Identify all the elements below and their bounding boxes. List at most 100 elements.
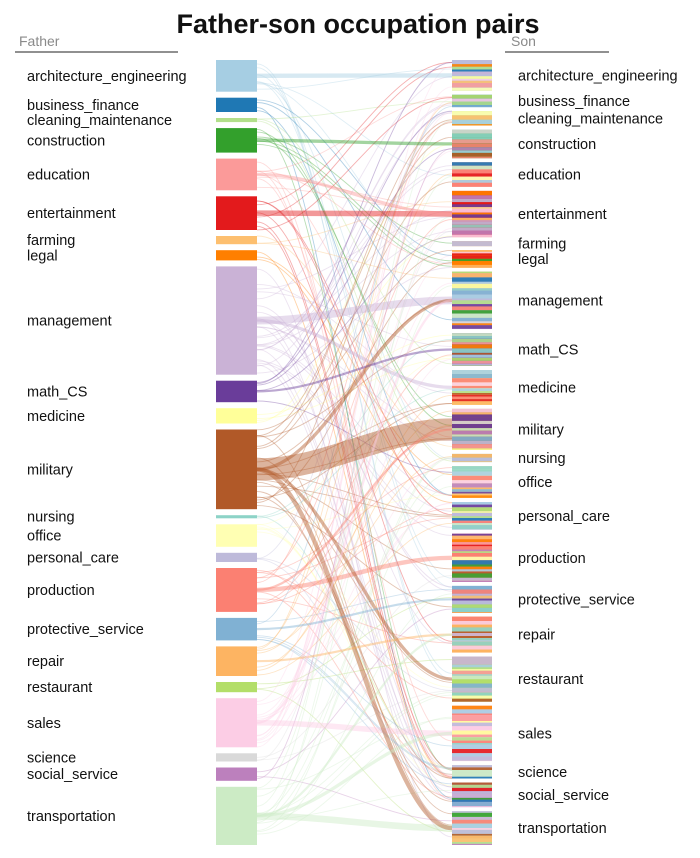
son-node-stripe	[452, 250, 492, 252]
flow-link	[256, 147, 453, 780]
son-node-stripe	[452, 502, 492, 505]
flow-link	[256, 122, 453, 503]
son-node-stripe	[452, 199, 492, 203]
son-node-stripe	[452, 483, 492, 488]
son-node-stripe	[452, 214, 492, 218]
son-node-stripe	[452, 737, 492, 741]
son-node-stripe	[452, 812, 492, 817]
son-label: nursing	[518, 451, 566, 467]
flow-link	[256, 359, 453, 779]
flow-link	[256, 168, 453, 346]
son-node-stripe	[452, 137, 492, 140]
flow-link	[256, 225, 453, 778]
son-node-stripe	[452, 641, 492, 646]
son-node-stripe	[452, 640, 492, 642]
father-node-nursing	[216, 515, 257, 519]
son-node-stripe	[452, 631, 492, 633]
son-node-stripe	[452, 571, 492, 574]
flow-link	[256, 526, 453, 770]
flow-link	[256, 68, 453, 90]
father-label: transportation	[27, 809, 116, 825]
son-node-stripe	[452, 833, 492, 836]
flow-link	[256, 216, 453, 290]
flow-link	[256, 472, 453, 797]
son-node-stripe	[452, 670, 492, 675]
son-node-stripe	[452, 241, 492, 246]
son-column-header: Son	[511, 33, 536, 49]
father-node-medicine	[216, 408, 257, 424]
flow-link	[256, 299, 453, 463]
son-node-stripe	[452, 251, 492, 254]
son-node-stripe	[452, 84, 492, 88]
flow-link	[256, 235, 453, 422]
flow-link	[256, 319, 453, 588]
son-node-stripe	[452, 838, 492, 842]
flow-link	[256, 74, 453, 579]
father-node-construction	[216, 128, 257, 153]
father-node-business-finance	[216, 97, 257, 112]
son-node-stripe	[452, 396, 492, 400]
flow-link-major	[256, 296, 453, 325]
son-node-stripe	[452, 338, 492, 343]
father-label: military	[27, 462, 74, 478]
flow-link	[256, 76, 453, 300]
flow-link	[256, 572, 453, 699]
son-node-stripe	[452, 669, 492, 671]
father-label: architecture_engineering	[27, 69, 187, 85]
son-node-stripe	[452, 80, 492, 83]
father-label: personal_care	[27, 550, 119, 566]
son-node-stripe	[452, 354, 492, 358]
father-node-education	[216, 158, 257, 191]
son-node-stripe	[452, 234, 492, 237]
son-node-stripe	[452, 627, 492, 630]
son-node-stripe	[452, 487, 492, 490]
son-node-stripe	[452, 399, 492, 402]
flow-link	[256, 638, 453, 785]
son-labels: architecture_engineering business_finance…	[518, 68, 678, 837]
flow-links	[256, 61, 453, 838]
son-node-stripe	[452, 551, 492, 553]
son-node-stripe	[452, 101, 492, 106]
flow-link-major	[256, 210, 453, 217]
son-node-stripe	[452, 253, 492, 256]
father-label: education	[27, 167, 90, 183]
son-node-stripe	[452, 511, 492, 513]
flow-link	[256, 173, 453, 648]
flow-link-major	[256, 720, 453, 737]
son-node-stripe	[452, 394, 492, 397]
son-node-stripe	[452, 385, 492, 389]
flow-link	[256, 101, 453, 120]
father-node-restaurant	[216, 682, 257, 693]
son-node-stripe	[452, 436, 492, 441]
son-node-stripe	[452, 281, 492, 284]
son-node-stripe	[452, 709, 492, 714]
son-nodes	[452, 60, 492, 845]
son-node-stripe	[452, 412, 492, 415]
son-node-stripe	[452, 64, 492, 67]
flow-link	[256, 119, 453, 807]
flow-link	[256, 338, 453, 517]
son-node-stripe	[452, 147, 492, 151]
son-node-stripe	[452, 664, 492, 668]
flow-link	[256, 110, 453, 496]
flow-link	[256, 457, 453, 831]
son-node-stripe	[452, 660, 492, 665]
flow-link	[256, 128, 453, 771]
flow-link	[256, 215, 453, 823]
flow-link	[256, 694, 453, 824]
son-node-stripe	[452, 173, 492, 177]
flow-link	[256, 522, 453, 676]
father-node-repair	[216, 646, 257, 676]
flow-link	[256, 569, 453, 775]
son-node-stripe	[452, 633, 492, 636]
son-node-stripe	[452, 744, 492, 749]
flow-link	[256, 110, 453, 559]
flow-link	[256, 143, 453, 267]
son-node-stripe	[452, 698, 492, 702]
son-node-stripe	[452, 495, 492, 498]
son-node-stripe	[452, 553, 492, 557]
flow-link	[256, 424, 453, 668]
son-node-stripe	[452, 772, 492, 777]
son-node-stripe	[452, 133, 492, 138]
flow-link	[256, 97, 453, 231]
